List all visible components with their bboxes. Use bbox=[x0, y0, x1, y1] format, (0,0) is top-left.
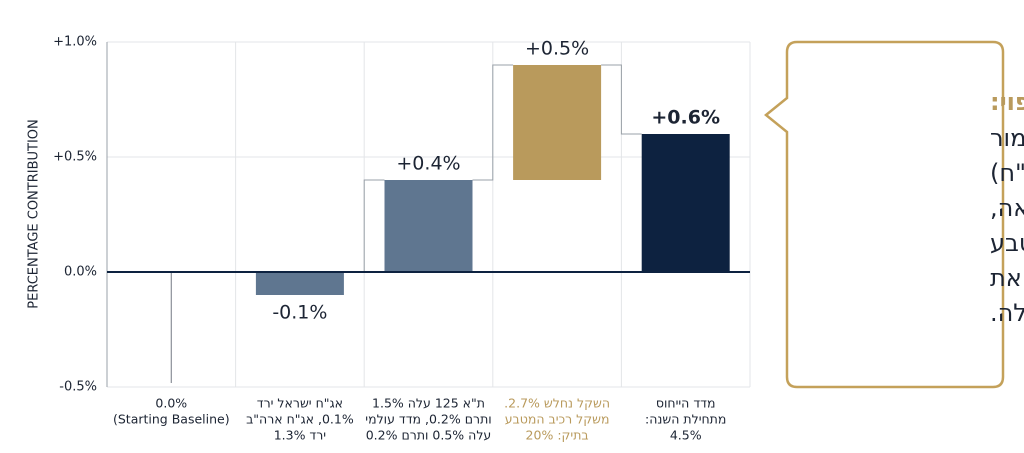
callout-line: להיות יציב (אג"ח) bbox=[990, 159, 1024, 187]
callout-line: החלק שאמור bbox=[990, 124, 1024, 152]
y-tick-label: -0.5% bbox=[59, 380, 97, 395]
callout-line: כולה. bbox=[990, 299, 1024, 327]
connector bbox=[343, 179, 385, 273]
x-tick-label: ירד 1.3% bbox=[274, 428, 326, 443]
value-label: +0.4% bbox=[396, 153, 460, 175]
x-tick-label: 4.5% bbox=[670, 428, 702, 443]
bar bbox=[513, 65, 602, 180]
x-tick-label: השקל נחלש 2.7%. bbox=[504, 396, 610, 411]
y-axis-label: PERCENTAGE CONTRIBUTION bbox=[27, 119, 42, 308]
x-tick-label: אג"ח ישראל ירד bbox=[257, 396, 343, 411]
callout-line: בעוד רכיב המטבע bbox=[990, 229, 1024, 257]
value-label: +0.5% bbox=[525, 38, 589, 60]
callout-line: תרם כמעט את bbox=[990, 264, 1024, 292]
x-tick-label: מדד הייחוס bbox=[656, 396, 716, 411]
y-tick-label: +0.5% bbox=[53, 150, 97, 165]
x-tick-label: 0.0% bbox=[155, 396, 187, 411]
value-label: -0.1% bbox=[272, 302, 327, 324]
bar bbox=[255, 272, 344, 295]
x-tick-label: עלה 0.5% ותרם 0.2% bbox=[366, 428, 492, 443]
x-tick-label: 0.1%, אג"ח ארה"ב bbox=[246, 412, 354, 427]
x-tick-label: מתחילת השנה: bbox=[645, 412, 726, 427]
x-tick-label: ת"א 125 עלה 1.5% bbox=[372, 396, 485, 411]
y-tick-label: +1.0% bbox=[53, 35, 97, 50]
callout-box bbox=[764, 40, 1005, 389]
callout-title: גיבור בלתי צפוי: bbox=[990, 88, 1024, 116]
bar bbox=[641, 134, 730, 272]
x-tick-label: ותרם 0.2%, מדד עולמי bbox=[365, 412, 491, 427]
callout-line: גרע מהתשואה, bbox=[990, 194, 1024, 222]
x-tick-label: משקל רכיב המטבע bbox=[505, 412, 610, 427]
value-label: +0.6% bbox=[651, 107, 720, 129]
y-tick-label: 0.0% bbox=[64, 265, 97, 280]
x-tick-label: (Starting Baseline) bbox=[113, 412, 230, 427]
connector bbox=[472, 64, 514, 181]
bar bbox=[384, 180, 473, 272]
connector bbox=[601, 64, 642, 135]
x-tick-label: בתיק: 20% bbox=[526, 428, 589, 443]
